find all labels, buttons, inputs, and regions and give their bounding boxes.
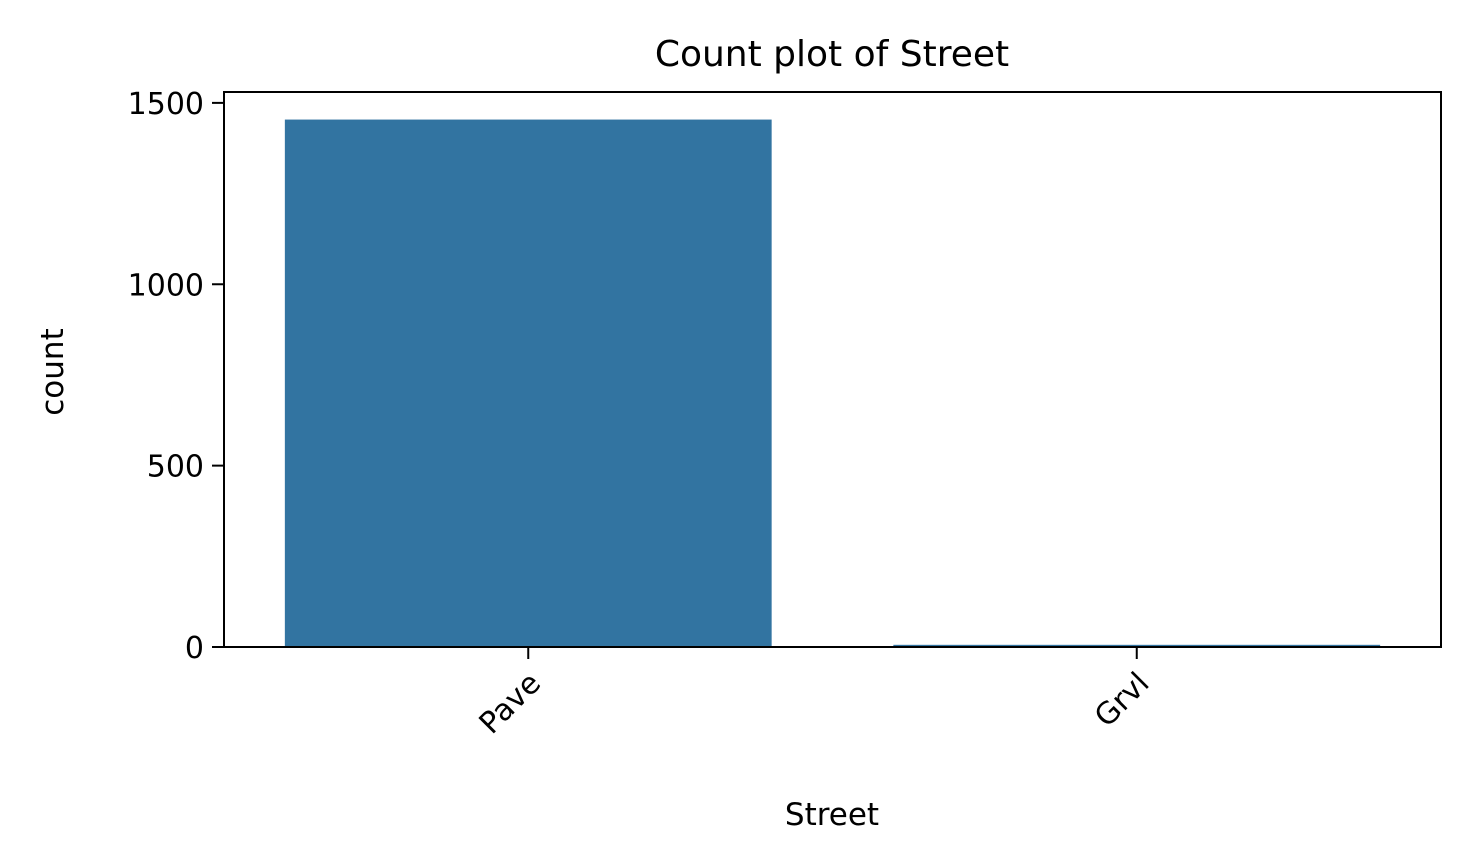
- y-axis-label: count: [35, 328, 71, 415]
- chart-title: Count plot of Street: [655, 34, 1009, 75]
- x-tick-label-grvl: Grvl: [1088, 666, 1156, 734]
- x-axis-ticks: Pave Grvl: [473, 647, 1156, 741]
- x-axis-label: Street: [785, 797, 879, 833]
- y-tick-label: 0: [185, 631, 204, 666]
- axes-frame: [223, 91, 1442, 648]
- x-tick-label-pave: Pave: [473, 666, 548, 741]
- y-tick-label: 1000: [128, 268, 204, 303]
- y-axis-ticks: 0 500 1000 1500: [128, 87, 224, 666]
- y-tick-label: 500: [147, 450, 204, 485]
- y-tick-label: 1500: [128, 87, 204, 122]
- bar-grvl: [893, 644, 1381, 647]
- plot-area: [284, 119, 1381, 648]
- bar-pave: [284, 119, 772, 648]
